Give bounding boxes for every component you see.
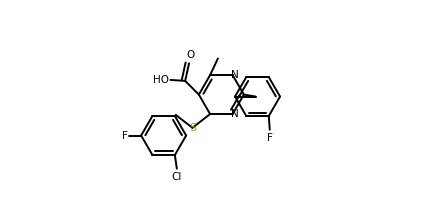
- Text: S: S: [189, 123, 196, 133]
- Text: Cl: Cl: [172, 172, 182, 182]
- Text: N: N: [231, 110, 239, 119]
- Text: N: N: [231, 70, 239, 80]
- Text: F: F: [121, 130, 127, 140]
- Text: HO: HO: [153, 75, 169, 85]
- Text: F: F: [267, 133, 273, 143]
- Text: O: O: [186, 50, 194, 60]
